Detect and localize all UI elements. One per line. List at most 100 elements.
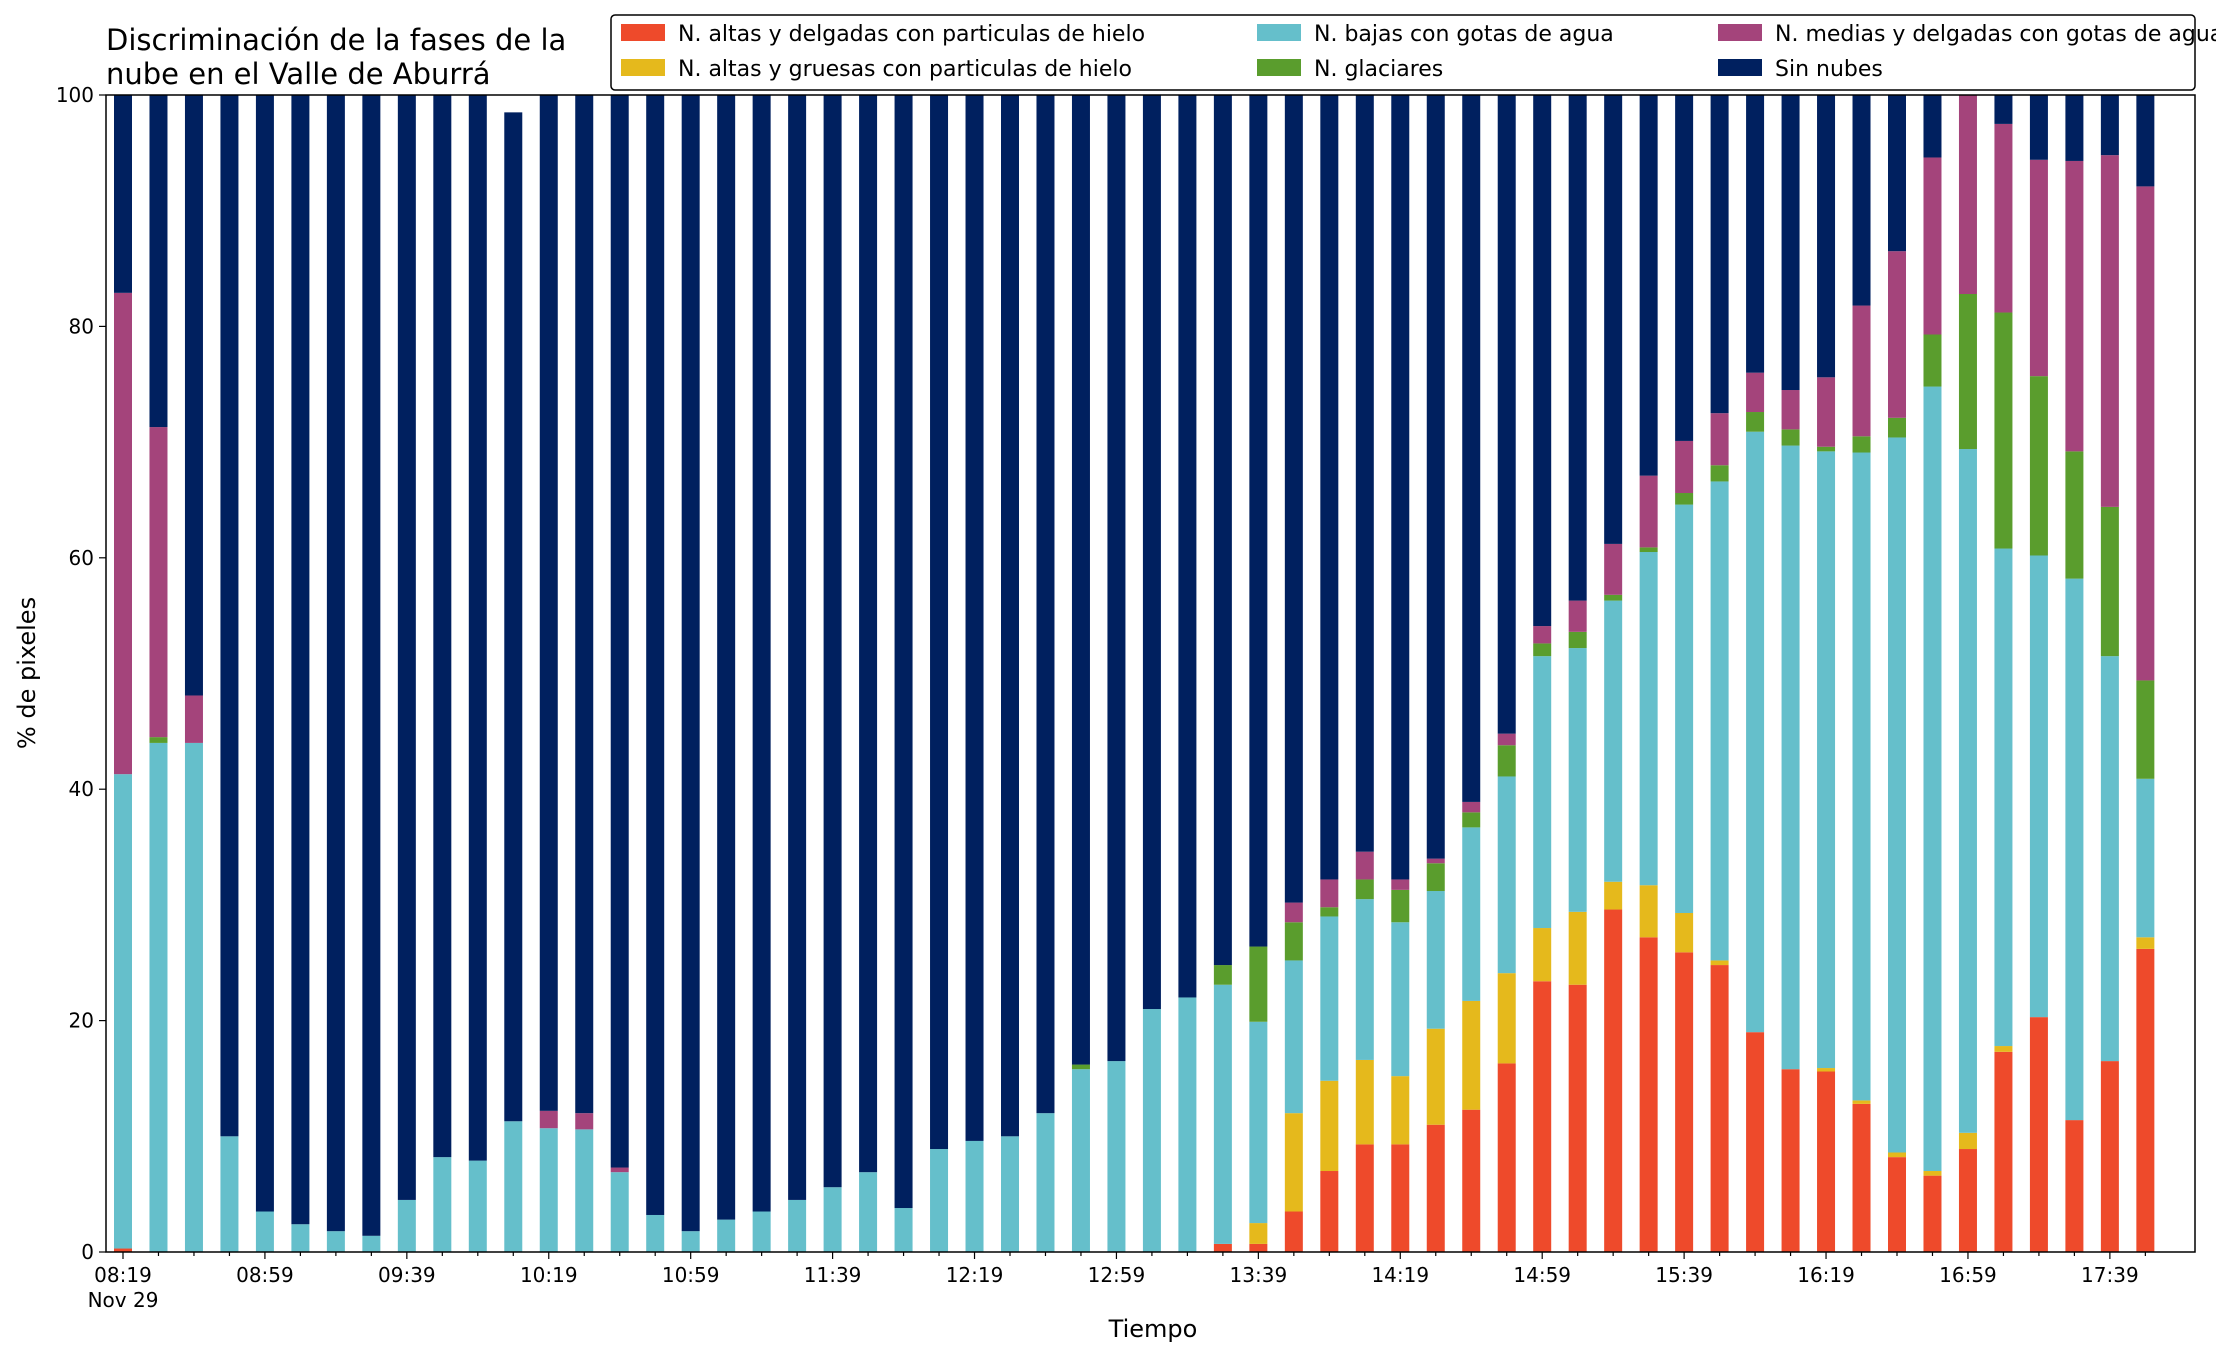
bar-segment-5-33 [1284, 95, 1303, 903]
bar-segment-3-1 [149, 737, 168, 743]
bar-segment-2-53 [1994, 548, 2013, 1047]
bar-segment-1-36 [1391, 1076, 1410, 1145]
bar-segment-3-45 [1710, 465, 1729, 482]
bar-segment-2-38 [1462, 827, 1481, 1001]
bar-segment-2-19 [788, 1199, 807, 1252]
legend: N. altas y delgadas con particulas de hi… [610, 14, 2216, 91]
bar-segment-2-22 [894, 1208, 913, 1252]
bar-segment-5-30 [1178, 95, 1197, 998]
bar-segment-5-2 [184, 95, 203, 696]
bar-segment-3-51 [1923, 334, 1942, 387]
y-tick-label: 60 [69, 546, 94, 570]
legend-label-3: N. glaciares [1314, 57, 1443, 82]
bar-segment-2-8 [397, 1199, 416, 1252]
bar-segment-2-12 [539, 1128, 558, 1252]
bar-segment-4-37 [1426, 858, 1445, 864]
bar-segment-4-53 [1994, 123, 2013, 313]
bar-segment-2-28 [1107, 1061, 1126, 1252]
bar-segment-5-18 [752, 95, 771, 1212]
bar-segment-0-57 [2136, 948, 2155, 1252]
bar-segment-4-48 [1817, 377, 1836, 447]
bar-segment-2-45 [1710, 481, 1729, 961]
bar-segment-2-20 [823, 1187, 842, 1252]
bar-segment-4-12 [539, 1110, 558, 1129]
bar-segment-2-47 [1781, 445, 1800, 1070]
bar-segment-5-56 [2100, 95, 2119, 156]
bar-segment-3-56 [2100, 506, 2119, 657]
bar-segment-2-40 [1533, 656, 1552, 929]
legend-swatch-1 [621, 59, 665, 76]
bar-segment-5-45 [1710, 95, 1729, 414]
legend-swatch-5 [1718, 59, 1762, 76]
bar-segment-5-40 [1533, 95, 1552, 627]
bar-segment-1-40 [1533, 928, 1552, 982]
bar-segment-2-23 [930, 1149, 949, 1252]
bar-segment-2-18 [752, 1211, 771, 1252]
bar-segment-0-40 [1533, 981, 1552, 1252]
bar-segment-3-39 [1497, 745, 1516, 777]
bar-segment-5-53 [1994, 95, 2013, 124]
x-tick-label: 14:19 [1371, 1263, 1429, 1287]
bar-segment-4-41 [1568, 600, 1587, 632]
bar-segment-5-19 [788, 95, 807, 1200]
bar-segment-3-35 [1355, 879, 1374, 900]
bar-segment-2-35 [1355, 899, 1374, 1060]
bar-segment-3-38 [1462, 812, 1481, 828]
legend-swatch-2 [1257, 24, 1301, 41]
bar-segment-4-0 [114, 292, 132, 775]
bar-segment-2-51 [1923, 386, 1942, 1172]
y-tick-label: 20 [69, 1009, 94, 1033]
bar-segment-3-54 [2029, 376, 2048, 556]
bar-segment-1-34 [1320, 1080, 1339, 1172]
bar-segment-2-43 [1639, 552, 1658, 886]
bar-segment-2-48 [1817, 451, 1836, 1069]
x-tick-label: 16:19 [1797, 1263, 1855, 1287]
bar-segment-4-35 [1355, 851, 1374, 880]
bar-segment-5-57 [2136, 95, 2155, 187]
legend-swatch-0 [621, 24, 665, 41]
bar-segment-2-39 [1497, 776, 1516, 974]
x-date-label: Nov 29 [88, 1288, 159, 1312]
bar-segment-4-46 [1746, 372, 1765, 413]
bar-segment-4-45 [1710, 413, 1729, 466]
bar-segment-2-5 [291, 1224, 310, 1252]
bar-segment-0-54 [2029, 1017, 2048, 1252]
bar-segment-5-21 [859, 95, 878, 1173]
y-tick-label: 80 [69, 314, 94, 338]
bar-segment-5-32 [1249, 95, 1268, 947]
bar-segment-0-37 [1426, 1124, 1445, 1252]
bar-segment-5-44 [1675, 95, 1694, 441]
legend-label-4: N. medias y delgadas con gotas de agua [1775, 22, 2216, 47]
legend-swatch-4 [1718, 24, 1762, 41]
bar-segment-0-47 [1781, 1069, 1800, 1252]
bar-segment-5-43 [1639, 95, 1658, 476]
legend-label-5: Sin nubes [1775, 57, 1883, 82]
bar-segment-0-53 [1994, 1051, 2013, 1252]
chart-title-line-1: Discriminación de la fases de la [106, 23, 566, 57]
bar-segment-5-23 [930, 95, 949, 1150]
y-tick-label: 40 [69, 777, 94, 801]
bar-segment-4-43 [1639, 475, 1658, 548]
bar-segment-2-44 [1675, 504, 1694, 913]
x-tick-label: 10:59 [662, 1263, 720, 1287]
bar-segment-1-37 [1426, 1028, 1445, 1125]
bar-segment-4-47 [1781, 390, 1800, 430]
bar-segment-1-41 [1568, 911, 1587, 985]
bar-segment-2-52 [1958, 449, 1977, 1133]
bar-segment-5-28 [1107, 95, 1126, 1062]
bar-segment-2-50 [1888, 437, 1906, 1153]
bar-segment-3-31 [1213, 965, 1232, 985]
bar-segment-1-48 [1817, 1068, 1836, 1072]
bar-segment-0-56 [2100, 1061, 2119, 1252]
bar-segment-5-7 [362, 95, 381, 1236]
bar-segment-4-56 [2100, 155, 2119, 507]
bar-segment-0-45 [1710, 965, 1729, 1252]
bar-segment-4-14 [610, 1167, 629, 1173]
bar-segment-2-57 [2136, 778, 2155, 938]
bar-segment-5-0 [114, 95, 132, 293]
plot-frame [105, 94, 2196, 1253]
bar-segment-5-25 [1001, 95, 1019, 1137]
bar-segment-2-54 [2029, 555, 2048, 1018]
bar-segment-2-0 [114, 774, 132, 1249]
bar-segment-0-32 [1249, 1243, 1268, 1252]
